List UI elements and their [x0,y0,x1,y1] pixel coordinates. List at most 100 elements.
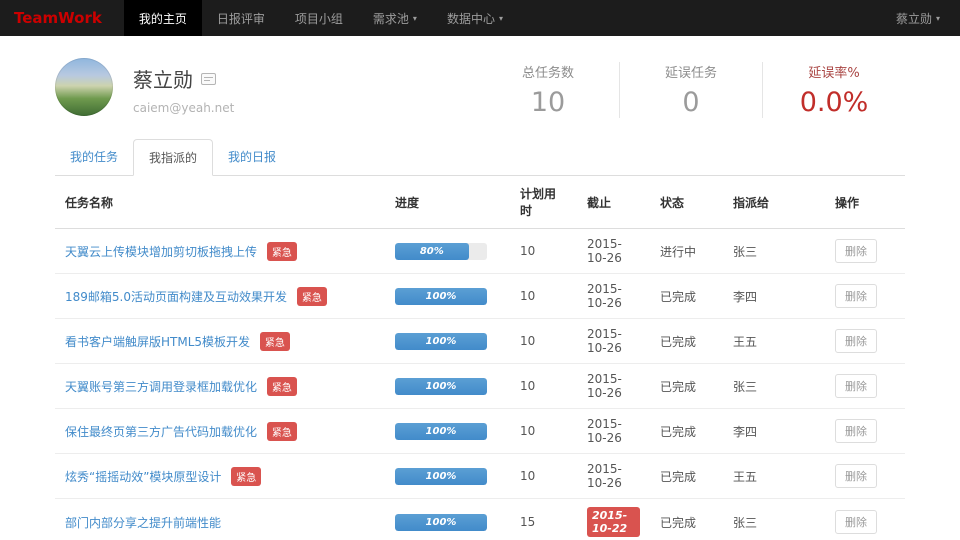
table-row: 天翼云上传模块增加剪切板拖拽上传 紧急 80% 10 2015-10-26 进行… [55,228,905,274]
assignee: 李四 [723,408,825,454]
status-text: 已完成 [650,498,723,540]
profile-card-icon[interactable] [201,72,216,85]
delete-button[interactable]: 删除 [835,464,877,488]
progress-bar: 100% [395,287,487,305]
planned-hours: 10 [510,453,577,499]
progress-label: 100% [425,290,457,302]
task-link[interactable]: 保住最终页第三方广告代码加载优化 [65,424,258,439]
table-row: 保住最终页第三方广告代码加载优化 紧急 100% 10 2015-10-26 已… [55,408,905,454]
urgent-badge: 紧急 [266,376,297,396]
planned-hours: 10 [510,318,577,364]
due-date: 2015-10-26 [587,282,622,310]
progress-cell: 100% [385,363,510,409]
progress-cell: 100% [385,318,510,364]
stat-divider [762,62,763,118]
due-date: 2015-10-26 [587,327,622,355]
nav-item[interactable]: 需求池 ▾ [372,11,417,26]
task-link[interactable]: 炫秀“摇摇动效”模块原型设计 [65,469,222,484]
user-menu[interactable]: 蔡立勋 ▾ [890,10,946,27]
due-date: 2015-10-26 [587,237,622,265]
profile-email: caiem@yeah.net [133,101,235,115]
delete-button[interactable]: 删除 [835,510,877,534]
chevron-down-icon: ▾ [498,13,503,23]
progress-cell: 100% [385,273,510,319]
navbar: TeamWork 我的主页 日报评审 项目小组 需求池 ▾ 数据中心 ▾ 蔡立勋 ▾ [0,0,960,36]
stat-block: 延误率% 0.0% [763,62,905,118]
nav-item[interactable]: 我的主页 [123,0,202,36]
table-row: 189邮箱5.0活动页面构建及互动效果开发 紧急 100% 10 2015-10… [55,273,905,319]
progress-bar: 80% [395,242,487,260]
status-text: 已完成 [650,363,723,409]
progress-cell: 100% [385,498,510,540]
delete-button[interactable]: 删除 [835,419,877,443]
nav-item[interactable]: 数据中心 ▾ [446,11,503,26]
stat-block: 总任务数 10 [477,62,619,118]
due-cell: 2015-10-26 [577,228,650,274]
delete-button[interactable]: 删除 [835,374,877,398]
progress-bar: 100% [395,377,487,395]
tab-bar: 我的任务 我指派的 我的日报 [55,138,905,176]
task-link[interactable]: 天翼账号第三方调用登录框加载优化 [65,379,258,394]
task-link[interactable]: 189邮箱5.0活动页面构建及互动效果开发 [65,289,287,304]
tab-item[interactable]: 我的任务 [70,150,119,164]
assignee: 王五 [723,318,825,364]
action-cell: 删除 [825,408,905,454]
progress-label: 100% [425,380,457,392]
progress-bar: 100% [395,467,487,485]
planned-hours: 10 [510,273,577,319]
task-link[interactable]: 看书客户端触屏版HTML5模板开发 [65,334,251,349]
status-text: 已完成 [650,273,723,319]
urgent-badge: 紧急 [266,241,297,261]
progress-label: 100% [425,516,457,528]
stat-label: 总任务数 [521,66,574,81]
progress-cell: 100% [385,453,510,499]
chevron-down-icon: ▾ [412,13,417,23]
assignee: 张三 [723,363,825,409]
stat-value: 0 [682,87,700,118]
column-header: 截止 [577,176,650,229]
avatar [55,58,113,116]
delete-button[interactable]: 删除 [835,239,877,263]
nav-item[interactable]: 日报评审 [216,11,265,26]
status-text: 进行中 [650,228,723,274]
table-row: 炫秀“摇摇动效”模块原型设计 紧急 100% 10 2015-10-26 已完成… [55,453,905,499]
progress-label: 100% [425,335,457,347]
tab-active[interactable]: 我指派的 [133,139,214,176]
action-cell: 删除 [825,273,905,319]
delete-button[interactable]: 删除 [835,284,877,308]
progress-cell: 80% [385,228,510,274]
stat-label: 延误率% [808,66,860,81]
delete-button[interactable]: 删除 [835,329,877,353]
task-name-cell: 天翼云上传模块增加剪切板拖拽上传 紧急 [55,228,385,274]
urgent-badge: 紧急 [296,286,327,306]
table-header-row: 任务名称 进度 计划用时 截止 状态 指派给 操作 [55,176,905,229]
action-cell: 删除 [825,498,905,540]
tab-item[interactable]: 我的日报 [228,150,277,164]
user-menu-label: 蔡立勋 [895,11,932,26]
due-date: 2015-10-26 [587,462,622,490]
stat-block: 延误任务 0 [620,62,762,118]
task-link[interactable]: 部门内部分享之提升前端性能 [65,515,222,530]
task-name-cell: 看书客户端触屏版HTML5模板开发 紧急 [55,318,385,364]
status-text: 已完成 [650,408,723,454]
due-cell: 2015-10-26 [577,273,650,319]
assignee: 张三 [723,228,825,274]
action-cell: 删除 [825,453,905,499]
progress-cell: 100% [385,408,510,454]
task-name-cell: 炫秀“摇摇动效”模块原型设计 紧急 [55,453,385,499]
brand-logo[interactable]: TeamWork [14,9,102,27]
task-name-cell: 保住最终页第三方广告代码加载优化 紧急 [55,408,385,454]
due-date: 2015-10-26 [587,417,622,445]
action-cell: 删除 [825,228,905,274]
stat-label: 延误任务 [664,66,717,81]
due-cell: 2015-10-26 [577,453,650,499]
due-cell: 2015-10-26 [577,408,650,454]
column-header: 操作 [825,176,905,229]
task-link[interactable]: 天翼云上传模块增加剪切板拖拽上传 [65,244,258,259]
column-header: 指派给 [723,176,825,229]
column-header: 任务名称 [55,176,385,229]
stat-divider [619,62,620,118]
column-header: 计划用时 [510,176,577,229]
nav-item[interactable]: 项目小组 [294,11,343,26]
progress-label: 100% [425,425,457,437]
